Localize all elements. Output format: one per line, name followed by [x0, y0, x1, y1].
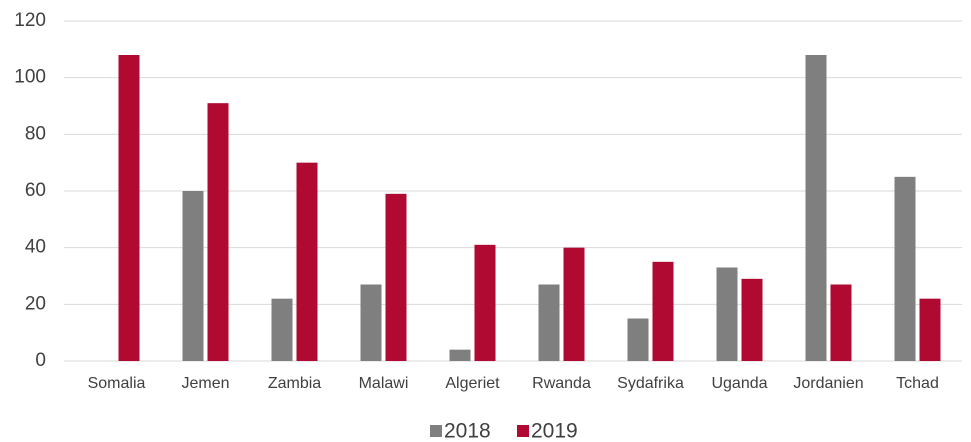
bar	[830, 284, 852, 361]
legend-swatch	[430, 425, 442, 437]
y-tick-label: 0	[35, 350, 46, 371]
bar	[627, 318, 649, 361]
x-tick-label: Zambia	[268, 375, 321, 392]
bar	[207, 103, 229, 362]
x-tick-label: Malawi	[359, 375, 409, 392]
y-tick-label: 60	[25, 180, 46, 201]
bar	[271, 298, 293, 361]
x-tick-label: Rwanda	[532, 375, 591, 392]
x-tick-label: Jemen	[181, 375, 229, 392]
bar	[919, 298, 941, 361]
x-tick-label: Sydafrika	[617, 375, 684, 392]
y-tick-label: 20	[25, 293, 46, 314]
x-tick-label: Jordanien	[793, 375, 863, 392]
y-tick-label: 100	[14, 67, 46, 88]
bar	[741, 278, 763, 361]
bar	[360, 284, 382, 361]
bar	[449, 349, 471, 361]
bar	[296, 162, 318, 361]
bar	[182, 191, 204, 361]
legend-label: 2019	[531, 420, 578, 442]
y-tick-label: 40	[25, 237, 46, 258]
y-tick-label: 120	[14, 10, 46, 31]
bar	[894, 176, 916, 361]
x-tick-label: Algeriet	[445, 375, 500, 392]
bar	[385, 193, 407, 361]
bar	[652, 261, 674, 361]
bar	[538, 284, 560, 361]
y-tick-label: 80	[25, 123, 46, 144]
x-tick-label: Tchad	[896, 375, 939, 392]
legend-label: 2018	[444, 420, 491, 442]
bar	[805, 55, 827, 361]
bar	[118, 55, 140, 361]
x-tick-label: Uganda	[711, 375, 767, 392]
bar	[716, 267, 738, 361]
bar	[563, 247, 585, 361]
bar	[474, 244, 496, 361]
x-tick-label: Somalia	[88, 375, 146, 392]
legend-swatch	[517, 425, 529, 437]
